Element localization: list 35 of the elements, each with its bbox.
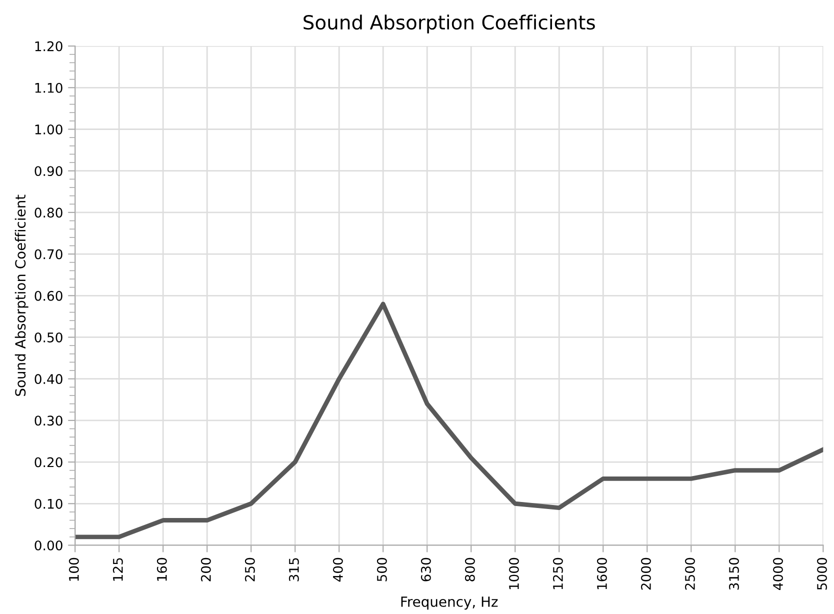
y-tick-label: 0.40: [34, 374, 62, 384]
x-tick-label: 4000: [773, 558, 783, 590]
y-tick-label: 0.90: [34, 166, 62, 176]
x-tick-label: 630: [420, 558, 431, 582]
x-tick-label: 500: [376, 558, 387, 582]
y-tick-label: 0.00: [34, 540, 62, 550]
x-tick-label: 100: [68, 558, 79, 581]
y-tick-label: 0.20: [34, 457, 62, 468]
x-tick-label: 1000: [508, 558, 519, 590]
x-tick-label: 3150: [728, 558, 739, 590]
y-tick-label: 0.70: [34, 249, 62, 260]
line-series: [75, 302, 824, 540]
y-tick-label: 1.20: [35, 41, 62, 52]
y-tick-label: 0.50: [34, 332, 62, 342]
x-tick-label: 5000: [817, 558, 827, 590]
x-tick-label: 2000: [640, 558, 651, 590]
y-axis-title: Sound Absorption Coefficient: [14, 194, 28, 396]
x-tick-label: 2500: [684, 558, 695, 590]
x-tick-label: 1250: [552, 558, 563, 590]
y-tick-label: 0.30: [34, 416, 62, 426]
x-tick-label: 400: [332, 558, 343, 582]
y-tick-label: 0.60: [34, 290, 62, 301]
x-tick-label: 1600: [596, 558, 607, 590]
y-tick-label: 1.10: [35, 82, 62, 93]
x-tick-label: 160: [156, 558, 167, 581]
chart-title: Sound Absorption Coefficients: [304, 14, 595, 34]
y-tick-label: 1.00: [35, 124, 62, 134]
x-tick-label: 200: [200, 558, 211, 582]
y-tick-label: 0.10: [34, 498, 62, 509]
x-tick-label: 315: [288, 558, 299, 582]
x-axis-title: Frequency, Hz: [401, 596, 498, 610]
x-tick-label: 125: [112, 558, 123, 581]
x-tick-label: 800: [464, 558, 475, 582]
x-tick-label: 250: [244, 558, 255, 582]
y-tick-label: 0.80: [34, 208, 62, 218]
